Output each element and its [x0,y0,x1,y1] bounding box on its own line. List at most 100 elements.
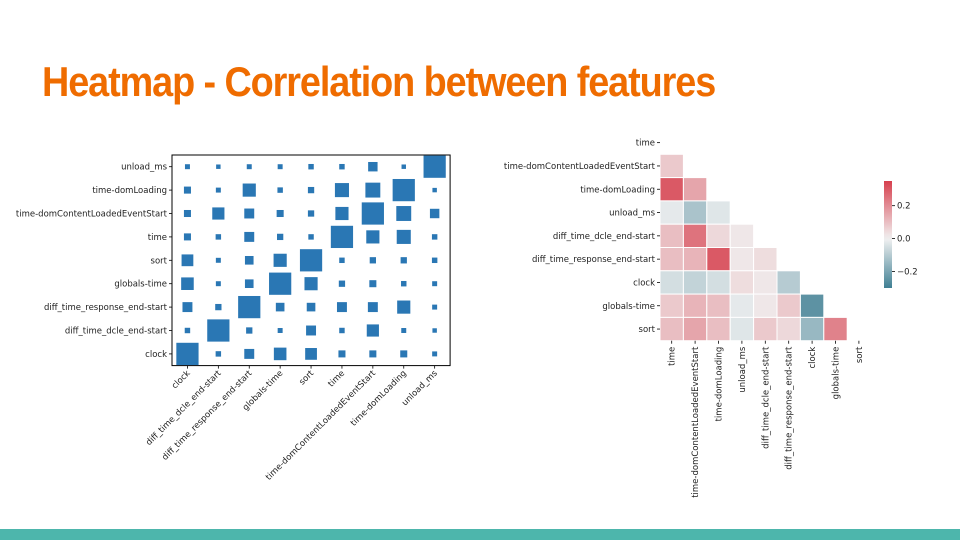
corr-square [183,209,191,218]
corr-square [307,210,315,217]
corr-square [423,155,446,178]
y-tick-label: time-domContentLoadedEventStart [16,210,168,220]
corr-square [432,328,437,333]
corr-square [369,280,377,288]
corr-square [432,187,437,193]
x-tick-label: unload_ms [738,346,748,392]
heat-cell [729,293,755,318]
corr-square [273,347,287,361]
heat-cell [823,316,848,342]
y-tick-label: time [148,233,167,243]
y-tick-label: clock [633,278,655,288]
corr-square [330,225,354,249]
corr-square [400,350,408,358]
y-tick-label: time [636,139,655,149]
corr-square [307,186,315,194]
heat-cell [776,293,801,318]
corr-square [334,183,349,198]
corr-square [183,233,191,241]
heat-cell [706,270,731,295]
y-tick-label: unload_ms [121,163,167,173]
x-tick-label: sort [855,346,865,363]
corr-square [275,302,285,312]
x-tick-label: time-domLoading [349,369,409,429]
corr-square [277,328,283,333]
corr-square [244,231,255,242]
corr-square [400,257,407,264]
corr-square [366,324,379,337]
heat-cell [706,247,731,272]
corr-square [181,254,194,267]
corr-square [215,234,222,240]
y-tick-label: globals-time [114,280,167,290]
heat-cell [753,293,778,318]
heat-cell [776,316,801,342]
corr-square [215,187,221,193]
corr-square [339,257,345,264]
colorbar-tick-label: −0.2 [897,268,918,278]
corr-square [305,348,317,360]
corr-square [276,209,284,218]
corr-square [215,281,221,287]
heat-cell [706,200,731,225]
heat-cell [659,223,684,248]
y-tick-label: diff_time_dcle_end-start [553,232,656,242]
corr-square [396,206,412,221]
corr-square [299,249,323,272]
heat-cell [682,177,708,202]
corr-square [336,302,347,313]
corr-square [181,277,194,290]
corr-square [306,302,316,312]
corr-square [277,233,284,241]
y-tick-label: unload_ms [609,209,655,219]
corr-square [365,182,381,198]
x-tick-label: time [668,347,678,366]
corr-square [244,208,255,219]
heat-cell [799,316,825,342]
slide-title: Heatmap - Correlation between features [42,58,716,105]
heat-cell [682,293,708,318]
heat-cell [753,316,778,342]
triangle-correlation-heatmap: time time-domContentLoadedEventStart time-… [504,139,918,498]
heat-cell [659,247,684,272]
y-tick-label: diff_time_response_end-start [532,255,656,265]
corr-square [215,351,222,357]
corr-square [401,280,407,287]
corr-square [246,327,253,334]
corr-square [304,277,318,291]
x-tick-label: diff_time_dcle_end-start [761,346,771,449]
corr-square [244,279,254,289]
corr-square [246,164,252,170]
corr-square [432,351,438,357]
x-tick-label: sort [297,368,316,387]
corr-square [308,163,314,170]
slide-bottom-bar [0,529,960,540]
corr-square [432,281,438,287]
y-tick-label: sort [151,256,168,266]
corr-square [216,164,221,169]
heat-cell [729,247,755,272]
heat-cell [729,223,755,248]
x-tick-label: time [326,369,347,390]
corr-square [369,350,377,358]
corr-square [432,304,438,310]
heat-cell [729,270,755,295]
y-tick-label: time-domContentLoadedEventStart [504,162,656,172]
heat-cell [659,293,684,318]
heat-cell [682,223,708,248]
corr-square [184,164,190,170]
y-tick-label: time-domLoading [92,186,167,196]
corr-square [397,300,411,314]
corr-square [339,327,345,334]
corr-square [176,342,199,366]
heat-cell [659,316,684,342]
corr-square [366,230,380,244]
x-tick-label: globals-time [832,347,842,400]
colorbar [884,181,892,288]
corr-square [392,178,415,202]
x-tick-label: diff_time_response_end-start [785,346,795,470]
colorbar-tick-label: 0.2 [897,202,911,212]
corr-square [335,206,349,221]
heat-cell [682,316,708,342]
corr-square [183,186,191,194]
